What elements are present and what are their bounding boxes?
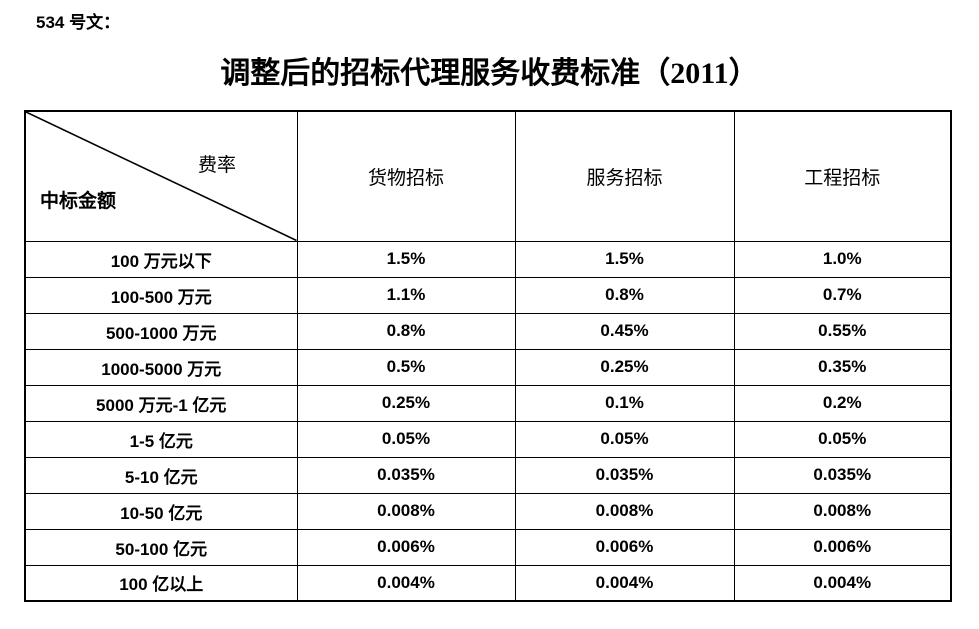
corner-label-rate: 费率: [198, 155, 237, 176]
row-label-cell: 100-500 万元: [24, 276, 298, 314]
row-label-cell: 10-50 亿元: [24, 492, 298, 530]
fee-value-cell: 0.004%: [514, 564, 735, 602]
table-row: 100-500 万元 1.1% 0.8% 0.7%: [24, 276, 952, 314]
column-header-goods: 货物招标: [296, 110, 516, 242]
fee-value-cell: 0.25%: [514, 348, 735, 386]
table-row: 1000-5000 万元 0.5% 0.25% 0.35%: [24, 348, 952, 386]
fee-value-cell: 0.35%: [733, 348, 952, 386]
fee-value-cell: 0.05%: [733, 420, 952, 458]
row-label-cell: 5-10 亿元: [24, 456, 298, 494]
fee-value-cell: 0.006%: [514, 528, 735, 566]
fee-value-cell: 0.05%: [514, 420, 735, 458]
table-row: 10-50 亿元 0.008% 0.008% 0.008%: [24, 492, 952, 530]
row-label-cell: 100 亿以上: [24, 564, 298, 602]
row-label-cell: 50-100 亿元: [24, 528, 298, 566]
fee-value-cell: 1.1%: [296, 276, 516, 314]
fee-table: 费率 中标金额 货物招标 服务招标 工程招标 100 万元以下 1.5% 1.5…: [24, 110, 952, 602]
fee-value-cell: 0.004%: [296, 564, 516, 602]
fee-value-cell: 0.5%: [296, 348, 516, 386]
fee-value-cell: 1.0%: [733, 240, 952, 278]
row-label-cell: 1-5 亿元: [24, 420, 298, 458]
table-row: 100 万元以下 1.5% 1.5% 1.0%: [24, 240, 952, 278]
fee-value-cell: 0.006%: [733, 528, 952, 566]
fee-value-cell: 0.55%: [733, 312, 952, 350]
fee-value-cell: 0.7%: [733, 276, 952, 314]
fee-value-cell: 0.035%: [296, 456, 516, 494]
fee-value-cell: 0.004%: [733, 564, 952, 602]
row-label-cell: 1000-5000 万元: [24, 348, 298, 386]
corner-cell: 费率 中标金额: [24, 110, 298, 242]
fee-value-cell: 0.035%: [514, 456, 735, 494]
fee-value-cell: 1.5%: [296, 240, 516, 278]
fee-value-cell: 0.05%: [296, 420, 516, 458]
row-label-cell: 100 万元以下: [24, 240, 298, 278]
fee-value-cell: 0.008%: [514, 492, 735, 530]
row-label-cell: 5000 万元-1 亿元: [24, 384, 298, 422]
fee-value-cell: 0.8%: [514, 276, 735, 314]
row-label-cell: 500-1000 万元: [24, 312, 298, 350]
table-row: 50-100 亿元 0.006% 0.006% 0.006%: [24, 528, 952, 566]
fee-value-cell: 0.2%: [733, 384, 952, 422]
page-title: 调整后的招标代理服务收费标准（2011）: [220, 57, 759, 90]
fee-value-cell: 0.006%: [296, 528, 516, 566]
fee-value-cell: 1.5%: [514, 240, 735, 278]
fee-value-cell: 0.25%: [296, 384, 516, 422]
table-row: 5000 万元-1 亿元 0.25% 0.1% 0.2%: [24, 384, 952, 422]
doc-number: 534 号文：: [36, 13, 121, 32]
fee-value-cell: 0.008%: [296, 492, 516, 530]
fee-value-cell: 0.1%: [514, 384, 735, 422]
column-header-services: 服务招标: [514, 110, 735, 242]
corner-label-amount: 中标金额: [40, 191, 117, 212]
table-header-row: 费率 中标金额 货物招标 服务招标 工程招标: [24, 110, 952, 242]
fee-value-cell: 0.008%: [733, 492, 952, 530]
fee-value-cell: 0.45%: [514, 312, 735, 350]
fee-value-cell: 0.035%: [733, 456, 952, 494]
fee-value-cell: 0.8%: [296, 312, 516, 350]
column-header-engineering: 工程招标: [733, 110, 952, 242]
table-row: 100 亿以上 0.004% 0.004% 0.004%: [24, 564, 952, 602]
table-row: 1-5 亿元 0.05% 0.05% 0.05%: [24, 420, 952, 458]
diagonal-line-icon: [26, 112, 296, 240]
table-row: 5-10 亿元 0.035% 0.035% 0.035%: [24, 456, 952, 494]
table-row: 500-1000 万元 0.8% 0.45% 0.55%: [24, 312, 952, 350]
